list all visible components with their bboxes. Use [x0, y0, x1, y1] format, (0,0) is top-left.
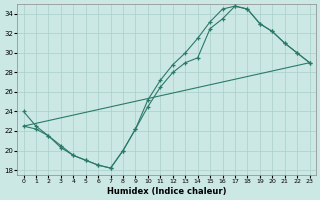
X-axis label: Humidex (Indice chaleur): Humidex (Indice chaleur)	[107, 187, 226, 196]
